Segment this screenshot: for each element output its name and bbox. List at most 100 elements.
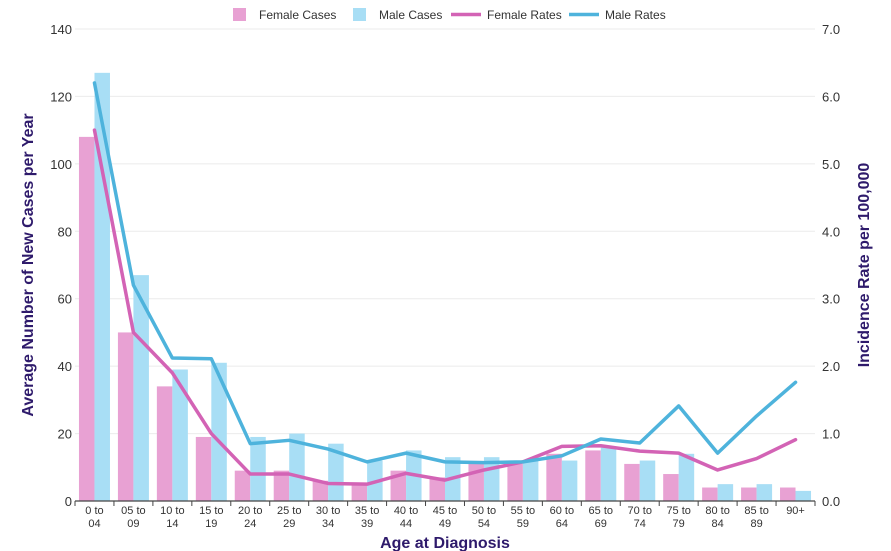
axes: 0 20 40 60 80 100 120 140 0.0 1.0 2.0 3.0 4.0 5.0 6.0 7… [50,22,840,530]
bar-male-cases [328,443,344,501]
x-tick-label: 29 [283,518,295,530]
bar-male-cases [522,460,539,501]
line-male-rates [92,81,798,465]
x-tick-label: 10 to [160,505,184,517]
legend-swatch [233,8,246,21]
x-tick-label: 65 to [589,505,613,517]
bar-male-cases [678,453,695,501]
x-tick-label: 45 to [433,505,457,517]
bar-female-cases [741,487,757,501]
bar-female-cases [117,332,134,501]
x-tick-label: 80 to [705,505,729,517]
bar-female-cases [624,463,640,501]
y-tick-label: 80 [58,224,72,239]
y2-tick-label: 7.0 [822,22,840,37]
bar-male-cases [289,433,305,501]
bar-male-cases [172,369,188,501]
legend-male-cases[interactable]: Male Cases [353,8,442,22]
x-tick-label: 04 [88,518,100,530]
legend-female-cases[interactable]: Female Cases [233,8,336,22]
y2-tick-label: 2.0 [822,359,840,374]
x-tick-label: 44 [400,518,412,530]
legend-male-rates[interactable]: Male Rates [569,8,666,22]
bar-male-cases [211,362,227,501]
x-tick-label: 05 to [121,505,145,517]
x-tick-label: 30 to [316,505,340,517]
bar-male-cases [250,436,266,501]
bar-female-cases [234,470,251,501]
x-tick-label: 64 [556,518,568,530]
bar-female-cases [429,477,445,501]
x-tick-label: 89 [750,518,762,530]
bar-female-cases [351,484,368,501]
y-tick-label: 120 [50,89,72,104]
y-tick-label: 20 [58,427,72,442]
legend-label: Male Rates [605,8,666,22]
x-tick-label: 69 [595,518,607,530]
bar-female-cases [507,463,523,501]
line-female-rates [92,128,798,486]
legend-female-rates[interactable]: Female Rates [451,8,562,22]
bar-female-cases [546,453,562,501]
x-tick-label: 24 [244,518,256,530]
bar-female-cases [585,450,601,501]
bar-female-cases [195,436,212,501]
y-tick-label: 60 [58,292,72,307]
bar-male-cases [639,460,656,501]
x-tick-label: 90+ [786,505,805,517]
bar-male-cases [600,447,617,501]
bar-female-cases [78,136,95,501]
legend-swatch [353,8,366,21]
x-tick-label: 75 to [666,505,690,517]
y2-tick-label: 4.0 [822,224,840,239]
x-tick-label: 54 [478,518,490,530]
x-tick-label: 40 to [394,505,418,517]
bars [78,72,812,501]
y-axis-title: Average Number of New Cases per Year [20,113,37,416]
y2-tick-label: 6.0 [822,89,840,104]
y-tick-label: 0 [65,494,72,509]
x-tick-label: 74 [634,518,646,530]
bar-female-cases [156,386,173,501]
y2-tick-label: 3.0 [822,292,840,307]
x-tick-label: 35 to [355,505,379,517]
x-tick-label: 15 to [199,505,223,517]
x-tick-label: 70 to [628,505,652,517]
y-tick-label: 140 [50,22,72,37]
y-tick-label: 40 [58,359,72,374]
bar-female-cases [312,480,329,501]
bar-male-cases [94,72,110,501]
y2-tick-label: 5.0 [822,157,840,172]
y2-axis-title: Incidence Rate per 100,000 [856,163,873,368]
x-tick-label: 39 [361,518,373,530]
rate-lines [92,81,798,486]
x-axis-title: Age at Diagnosis [380,535,510,551]
gridlines [75,28,815,435]
bar-male-cases [717,484,734,501]
x-tick-label: 85 to [744,505,768,517]
x-tick-label: 14 [166,518,178,530]
bar-female-cases [273,470,290,501]
x-tick-label: 20 to [238,505,262,517]
legend-label: Female Cases [259,8,336,22]
x-tick-label: 55 to [511,505,535,517]
x-tick-label: 59 [517,518,529,530]
x-tick-label: 09 [127,518,139,530]
bar-female-cases [702,487,718,501]
bar-male-cases [756,484,773,501]
x-tick-label: 50 to [472,505,496,517]
x-tick-label: 79 [673,518,685,530]
bar-male-cases [561,460,578,501]
x-tick-label: 84 [712,518,724,530]
bar-female-cases [663,474,679,501]
x-tick-label: 25 to [277,505,301,517]
legend-label: Male Cases [379,8,442,22]
x-tick-label: 0 to [85,505,103,517]
legend-label: Female Rates [487,8,562,22]
legend: Female Cases Male Cases Female Rates Male R… [233,8,666,22]
bar-male-cases [795,490,812,501]
y-tick-label: 100 [50,157,72,172]
x-tick-label: 60 to [550,505,574,517]
bar-male-cases [133,275,149,501]
